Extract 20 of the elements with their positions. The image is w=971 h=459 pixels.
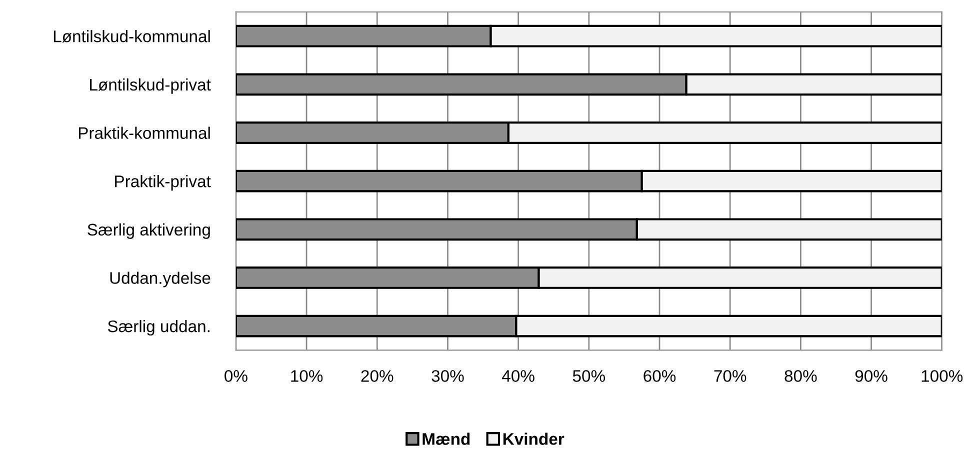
x-tick-label: 100% <box>922 370 963 382</box>
legend-label: Mænd <box>422 432 470 445</box>
y-tick-label: Løntilskud-privat <box>90 78 211 94</box>
x-tick-label: 60% <box>644 370 676 382</box>
x-tick-label: 90% <box>855 370 888 382</box>
y-tick-label: Særlig aktivering <box>88 223 210 239</box>
x-tick-label: 50% <box>572 370 605 382</box>
x-tick-label: 0% <box>224 370 248 382</box>
x-tick-label: 30% <box>432 370 464 382</box>
y-tick-label: Praktik-privat <box>115 175 211 191</box>
y-tick-label: Uddan.ydelse <box>110 272 210 288</box>
legend-label: Kvinder <box>503 432 564 445</box>
y-tick-label: Løntilskud-kommunal <box>54 30 210 42</box>
x-tick-label: 40% <box>502 370 534 382</box>
x-tick-label: 70% <box>714 370 746 382</box>
x-tick-label: 80% <box>784 370 817 382</box>
x-tick-label: 20% <box>361 370 394 382</box>
y-tick-label: Særlig uddan. <box>108 320 210 336</box>
x-tick-label: 10% <box>291 370 323 382</box>
y-tick-label: Praktik-kommunal <box>78 126 210 139</box>
